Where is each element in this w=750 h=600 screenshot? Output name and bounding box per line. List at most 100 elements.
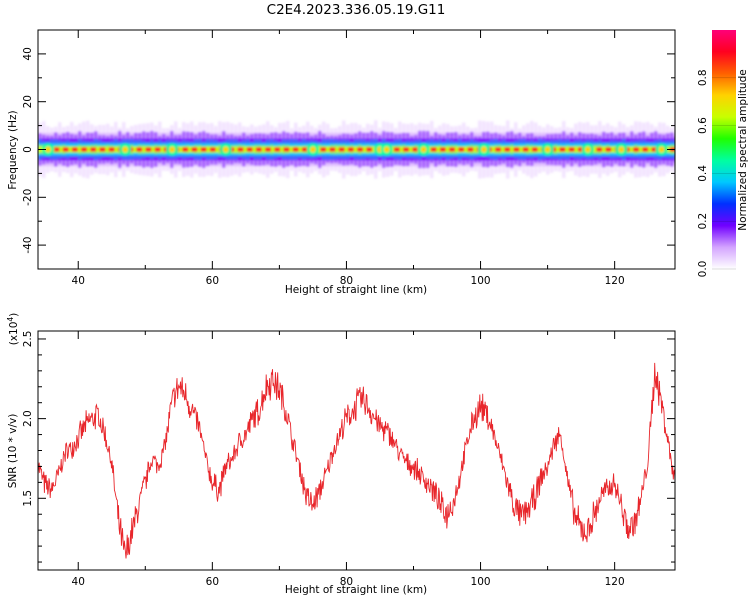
band-speckle: [290, 145, 294, 154]
band-core-dash: [292, 147, 299, 152]
spectrogram-xtick-label: 120: [605, 275, 625, 287]
band-speckle: [574, 145, 578, 154]
colorbar-ticks: 0.0 0.2 0.4 0.6 0.8: [697, 69, 736, 277]
band-speckle: [326, 145, 330, 154]
band-speckle: [410, 145, 414, 154]
band-speckle: [518, 145, 522, 154]
band-speckle: [502, 145, 506, 154]
colorbar-tick-label: 0.4: [697, 165, 709, 182]
band-bright-core: [122, 146, 129, 153]
band-core-dash: [283, 147, 290, 152]
band-core-dash: [329, 147, 336, 152]
band-bright-core: [658, 146, 665, 153]
band-speckle: [602, 145, 606, 154]
spectrogram-panel: 40 60 80 100 120 40 20 0 -20 -40 Height of straig…: [7, 29, 676, 296]
band-core-dash: [255, 147, 263, 152]
band-speckle: [630, 145, 634, 154]
band-core-dash: [596, 147, 603, 152]
band-speckle: [474, 144, 478, 155]
band-core-dash: [246, 147, 253, 152]
band-core-dash: [53, 147, 60, 152]
band-core-dash: [108, 147, 115, 152]
band-core-dash: [412, 147, 419, 152]
snr-xlabel: Height of straight line (km): [285, 584, 427, 596]
band-core-dash: [448, 147, 456, 152]
band-bright-core: [169, 146, 176, 153]
band-bright-core: [584, 146, 591, 153]
band-core-dash: [90, 147, 97, 152]
snr-xtick-label: 60: [206, 576, 219, 588]
band-core-dash: [522, 147, 529, 152]
colorbar-tick-label: 0.0: [697, 261, 709, 278]
band-bright-core: [544, 146, 551, 153]
snr-xtick-label: 120: [605, 576, 625, 588]
band-speckle: [134, 145, 138, 154]
band-speckle: [142, 144, 146, 155]
band-core-dash: [568, 147, 575, 152]
band-speckle: [262, 145, 266, 154]
band-core-dash: [274, 147, 281, 152]
band-core-dash: [632, 147, 640, 152]
band-core-dash: [642, 147, 649, 152]
band-core-dash: [494, 147, 502, 152]
spectrogram-ytick-label: -40: [22, 237, 34, 254]
band-speckle: [234, 144, 238, 155]
snr-series-line: [38, 362, 675, 559]
band-speckle: [566, 145, 570, 154]
band-speckle: [610, 145, 614, 154]
band-bright-core: [383, 146, 390, 153]
band-core-dash: [430, 147, 437, 152]
band-core-dash: [264, 147, 272, 152]
spectrogram-xtick-label: 100: [471, 275, 491, 287]
band-bright-core: [618, 146, 625, 153]
snr-scale-label: (x104): [6, 313, 20, 346]
band-speckle: [86, 145, 90, 154]
band-bright-core: [420, 146, 427, 153]
band-speckle: [206, 145, 210, 154]
snr-ytick-label: 1.5: [22, 490, 34, 507]
colorbar-label: Normalized spectral amplitude: [737, 69, 749, 230]
colorbar-tick-label: 0.2: [697, 213, 709, 230]
colorbar-tick-label: 0.6: [697, 117, 709, 134]
snr-ytick-label: 2.0: [22, 410, 34, 427]
band-core-dash: [393, 147, 401, 152]
band-speckle: [538, 145, 542, 154]
band-speckle: [334, 144, 338, 155]
band-core-dash: [504, 147, 511, 152]
band-core-dash: [559, 147, 566, 152]
band-speckle: [198, 144, 202, 155]
band-core-dash: [182, 147, 189, 152]
band-core-dash: [99, 147, 106, 152]
spectrogram-ylabel: Frequency (Hz): [7, 110, 19, 189]
band-speckle: [362, 145, 366, 154]
band-speckle: [594, 144, 598, 155]
band-speckle: [270, 144, 274, 155]
band-bright-core: [309, 146, 316, 153]
snr-xtick-label: 40: [72, 576, 85, 588]
band-speckle: [58, 145, 62, 154]
band-speckle: [298, 145, 302, 154]
band-core-dash: [356, 147, 364, 152]
spectrogram-xtick-label: 80: [340, 275, 353, 287]
snr-ytick-label: 2.5: [22, 331, 34, 348]
band-bright-core: [480, 146, 487, 153]
figure-title: C2E4.2023.336.05.19.G11: [267, 2, 446, 18]
band-speckle: [318, 144, 322, 155]
band-core-dash: [366, 147, 373, 152]
band-speckle: [354, 145, 358, 154]
band-speckle: [178, 145, 182, 154]
band-speckle: [150, 145, 154, 154]
band-core-dash: [320, 147, 327, 152]
band-core-dash: [200, 147, 207, 152]
snr-ylabel: SNR (10 * v/v): [7, 414, 19, 489]
band-core-dash: [338, 147, 345, 152]
band-core-dash: [347, 147, 355, 152]
band-speckle: [114, 145, 118, 154]
band-speckle: [446, 144, 450, 155]
band-speckle: [510, 144, 514, 155]
spectrogram-xtick-label: 60: [206, 275, 219, 287]
band-core-dash: [301, 147, 309, 152]
band-core-dash: [513, 147, 520, 152]
band-core-dash: [439, 147, 447, 152]
band-speckle: [638, 145, 642, 154]
